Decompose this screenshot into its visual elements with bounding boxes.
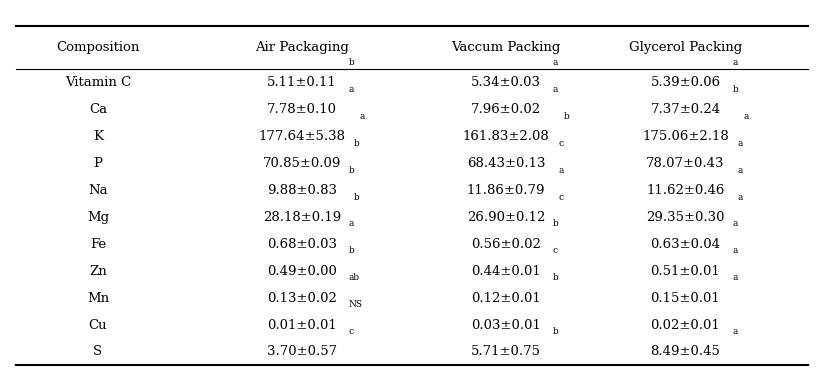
Text: c: c (348, 327, 354, 336)
Text: K: K (93, 130, 103, 143)
Text: Mn: Mn (86, 292, 109, 304)
Text: Air Packaging: Air Packaging (255, 41, 349, 54)
Text: b: b (348, 58, 354, 67)
Text: 5.11±0.11: 5.11±0.11 (267, 76, 337, 89)
Text: 161.83±2.08: 161.83±2.08 (463, 130, 549, 143)
Text: Composition: Composition (56, 41, 140, 54)
Text: 177.64±5.38: 177.64±5.38 (259, 130, 345, 143)
Text: 70.85±0.09: 70.85±0.09 (263, 157, 341, 170)
Text: 5.39±0.06: 5.39±0.06 (650, 76, 721, 89)
Text: P: P (93, 157, 103, 170)
Text: 68.43±0.13: 68.43±0.13 (467, 157, 545, 170)
Text: Vaccum Packing: Vaccum Packing (451, 41, 561, 54)
Text: a: a (732, 273, 738, 282)
Text: 0.56±0.02: 0.56±0.02 (471, 238, 541, 251)
Text: a: a (732, 220, 738, 229)
Text: b: b (354, 193, 360, 202)
Text: Cu: Cu (89, 319, 107, 331)
Text: ab: ab (348, 273, 360, 282)
Text: a: a (738, 139, 743, 148)
Text: a: a (360, 112, 365, 121)
Text: NS: NS (348, 300, 362, 309)
Text: 0.68±0.03: 0.68±0.03 (267, 238, 337, 251)
Text: 78.07±0.43: 78.07±0.43 (646, 157, 725, 170)
Text: 0.63±0.04: 0.63±0.04 (650, 238, 721, 251)
Text: 11.86±0.79: 11.86±0.79 (467, 184, 545, 197)
Text: 0.44±0.01: 0.44±0.01 (471, 265, 541, 278)
Text: 7.96±0.02: 7.96±0.02 (471, 103, 541, 116)
Text: b: b (552, 220, 558, 229)
Text: b: b (348, 166, 354, 175)
Text: S: S (93, 346, 103, 358)
Text: 0.02±0.01: 0.02±0.01 (650, 319, 721, 331)
Text: a: a (738, 166, 743, 175)
Text: a: a (743, 112, 748, 121)
Text: b: b (564, 112, 570, 121)
Text: a: a (732, 246, 738, 255)
Text: b: b (552, 327, 558, 336)
Text: 0.13±0.02: 0.13±0.02 (267, 292, 337, 304)
Text: b: b (354, 139, 360, 148)
Text: 0.15±0.01: 0.15±0.01 (650, 292, 721, 304)
Text: 11.62±0.46: 11.62±0.46 (646, 184, 725, 197)
Text: a: a (738, 193, 743, 202)
Text: 0.03±0.01: 0.03±0.01 (471, 319, 541, 331)
Text: Mg: Mg (86, 211, 109, 224)
Text: b: b (732, 85, 738, 94)
Text: 0.49±0.00: 0.49±0.00 (267, 265, 337, 278)
Text: Ca: Ca (89, 103, 107, 116)
Text: a: a (558, 166, 564, 175)
Text: a: a (552, 58, 558, 67)
Text: a: a (348, 85, 354, 94)
Text: 0.12±0.01: 0.12±0.01 (471, 292, 541, 304)
Text: Zn: Zn (89, 265, 107, 278)
Text: 5.34±0.03: 5.34±0.03 (471, 76, 541, 89)
Text: Glycerol Packing: Glycerol Packing (629, 41, 742, 54)
Text: 9.88±0.83: 9.88±0.83 (267, 184, 337, 197)
Text: 29.35±0.30: 29.35±0.30 (646, 211, 725, 224)
Text: b: b (552, 273, 558, 282)
Text: 7.37±0.24: 7.37±0.24 (650, 103, 721, 116)
Text: b: b (348, 246, 354, 255)
Text: a: a (732, 327, 738, 336)
Text: a: a (732, 58, 738, 67)
Text: Vitamin C: Vitamin C (64, 76, 131, 89)
Text: Fe: Fe (90, 238, 106, 251)
Text: 5.71±0.75: 5.71±0.75 (471, 346, 541, 358)
Text: 0.51±0.01: 0.51±0.01 (650, 265, 721, 278)
Text: 7.78±0.10: 7.78±0.10 (267, 103, 337, 116)
Text: c: c (558, 193, 563, 202)
Text: 26.90±0.12: 26.90±0.12 (467, 211, 545, 224)
Text: Na: Na (88, 184, 108, 197)
Text: 0.01±0.01: 0.01±0.01 (267, 319, 337, 331)
Text: c: c (558, 139, 563, 148)
Text: a: a (348, 220, 354, 229)
Text: a: a (552, 85, 558, 94)
Text: 8.49±0.45: 8.49±0.45 (650, 346, 721, 358)
Text: c: c (552, 246, 557, 255)
Text: 175.06±2.18: 175.06±2.18 (642, 130, 729, 143)
Text: 28.18±0.19: 28.18±0.19 (263, 211, 341, 224)
Text: 3.70±0.57: 3.70±0.57 (267, 346, 337, 358)
